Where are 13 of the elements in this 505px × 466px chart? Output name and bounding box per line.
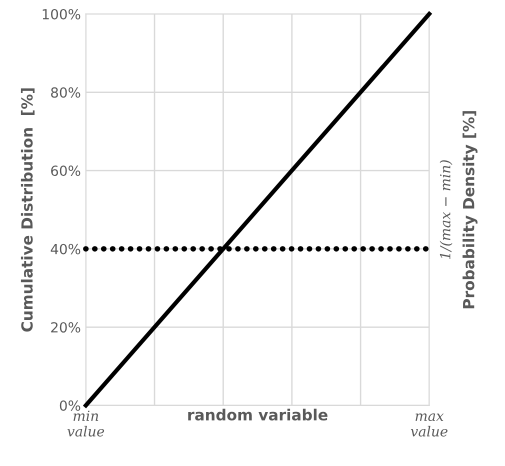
y-tick-label: 60% xyxy=(51,166,80,176)
text: 1/(max − min) xyxy=(440,160,452,260)
x-tick-label: max value xyxy=(410,413,448,437)
y-tick-label: 0% xyxy=(60,400,80,411)
x-tick-label: min value xyxy=(68,410,104,437)
line-series xyxy=(84,12,432,408)
y-tick-label: 40% xyxy=(50,244,80,254)
y2-axis-title: Probability Density [%] xyxy=(462,111,478,308)
y-tick-label: 20% xyxy=(51,322,80,333)
y-tick-label: 100% xyxy=(42,8,80,20)
y-tick-label: 80% xyxy=(51,87,80,98)
x-axis-title: random variable xyxy=(188,408,328,421)
y-axis-title: Cumulative Distribution [%] xyxy=(20,88,35,332)
